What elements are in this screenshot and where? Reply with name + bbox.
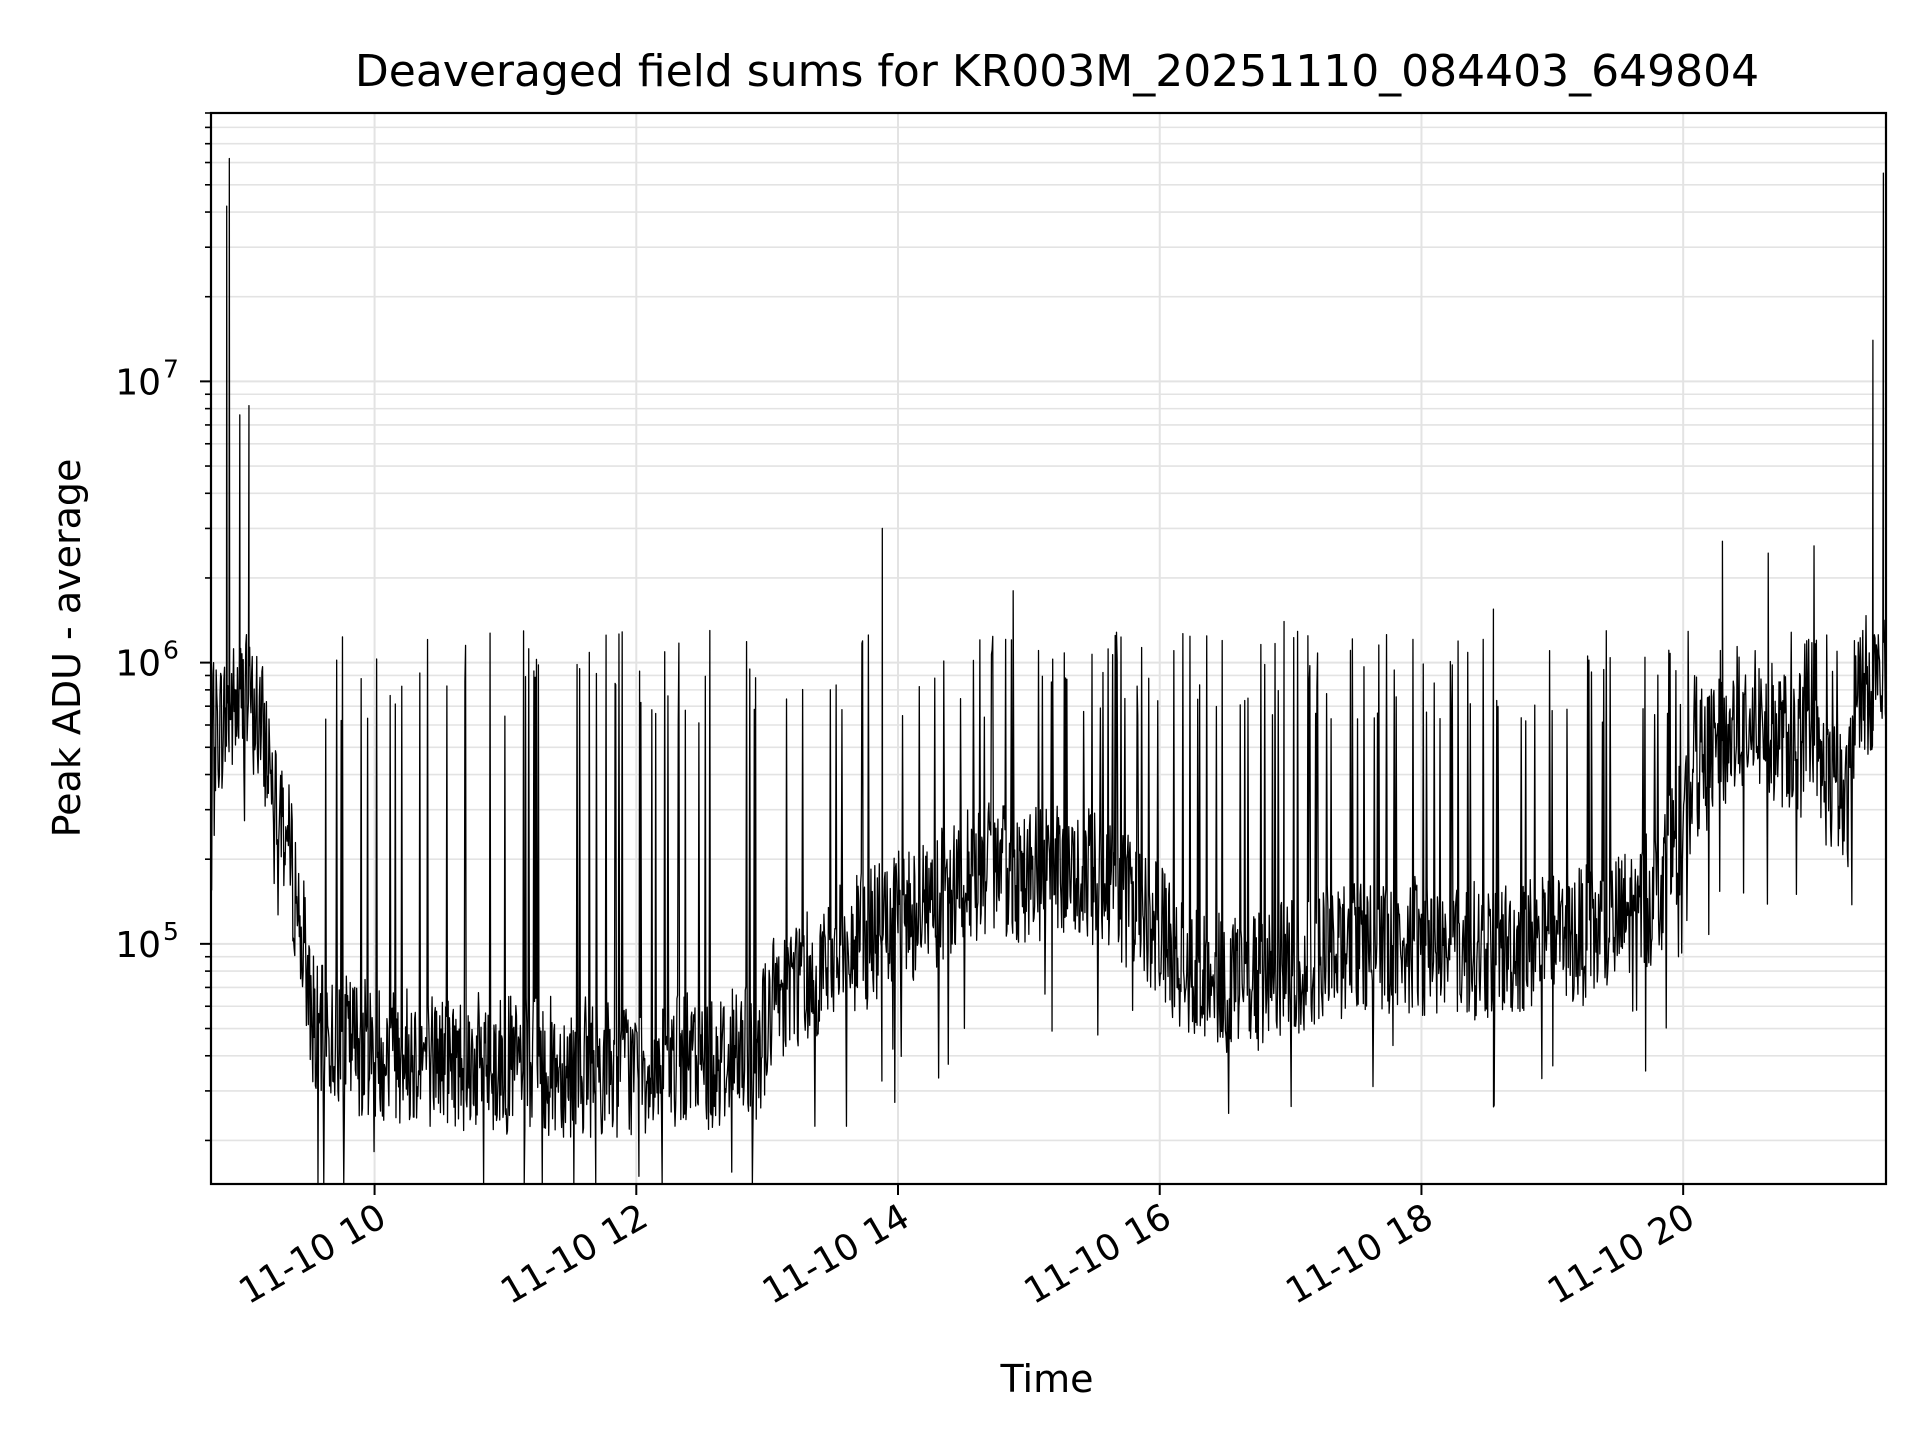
y-tick-label: 10	[115, 925, 161, 966]
chart-title: Deaveraged field sums for KR003M_2025111…	[355, 46, 1759, 97]
y-tick-label: 10	[115, 644, 161, 685]
y-tick-exponent: 7	[163, 354, 179, 383]
plot-frame	[209, 111, 1888, 1186]
y-tick-label: 10	[115, 362, 161, 403]
y-tick-exponent: 6	[163, 636, 179, 665]
x-axis-label: Time	[1000, 1357, 1094, 1401]
y-tick-exponent: 5	[163, 917, 179, 946]
y-axis-label: Peak ADU - average	[45, 459, 89, 838]
series-line	[210, 157, 1887, 1185]
series-path	[210, 157, 1887, 1185]
